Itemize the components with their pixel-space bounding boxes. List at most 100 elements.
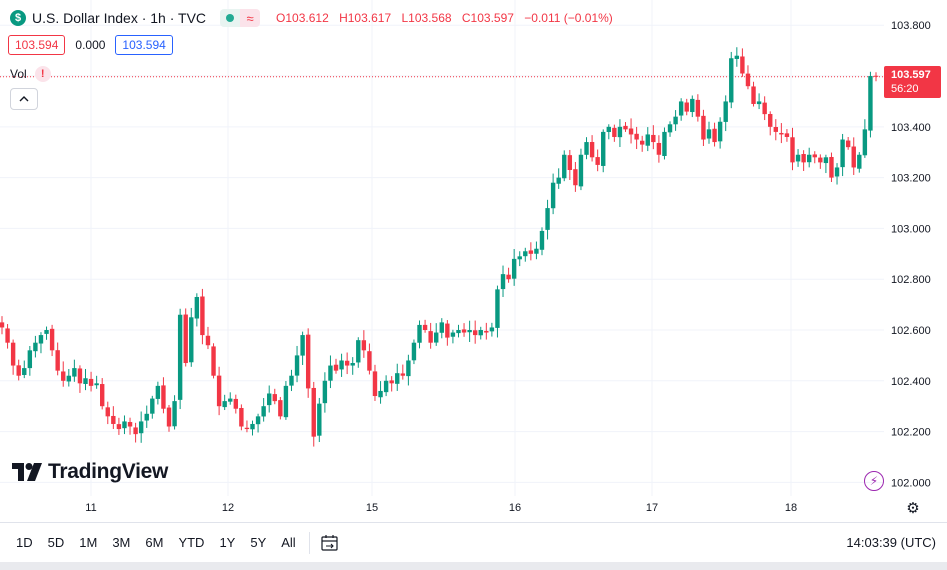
candle <box>706 121 712 144</box>
candle <box>344 352 350 375</box>
bolt-icon[interactable]: ⚡ <box>864 471 884 491</box>
time-tick-label: 18 <box>785 502 797 514</box>
candle <box>189 307 194 367</box>
candle <box>534 241 539 260</box>
candle <box>717 117 723 149</box>
candle <box>818 154 823 169</box>
market-status[interactable]: ≈ <box>220 9 261 27</box>
candle <box>177 308 183 410</box>
range-5d[interactable]: 5D <box>47 535 65 550</box>
time-tick-label: 11 <box>85 502 96 514</box>
candle <box>311 381 316 447</box>
range-3m[interactable]: 3M <box>112 535 131 550</box>
candle <box>16 359 21 381</box>
warning-icon[interactable]: ! <box>34 66 51 82</box>
spread-value: 0.000 <box>75 38 106 52</box>
candle <box>562 150 567 182</box>
bar-countdown: 56:20 <box>891 83 919 95</box>
time-tick-label: 12 <box>222 502 234 514</box>
candle <box>723 95 728 132</box>
price-tick-label: 102.200 <box>891 427 931 439</box>
tradingview-logo-icon <box>12 463 42 481</box>
candle <box>239 404 244 431</box>
candle <box>617 119 623 148</box>
chevron-up-icon <box>19 96 29 102</box>
market-open-icon <box>220 9 241 27</box>
candle <box>784 129 790 142</box>
candle <box>317 397 322 443</box>
candle <box>255 413 261 433</box>
candle <box>829 152 834 182</box>
price-axis[interactable]: 103.800103.600103.400103.200103.000102.8… <box>891 20 931 489</box>
last-price-label: 103.597 56:20 <box>884 66 941 98</box>
time-tick-label: 16 <box>509 502 521 514</box>
candle <box>339 353 344 377</box>
candle <box>651 125 656 150</box>
candle <box>489 322 495 337</box>
candle <box>439 318 444 339</box>
candle <box>33 335 38 358</box>
candle <box>406 354 411 386</box>
candle <box>333 358 339 374</box>
tradingview-logo[interactable]: TradingView <box>12 460 168 484</box>
price-tick-label: 102.800 <box>891 274 931 286</box>
price-tick-label: 103.000 <box>891 223 931 235</box>
price-tick-label: 103.800 <box>891 20 931 32</box>
candle <box>450 329 456 344</box>
volume-legend[interactable]: Vol ! <box>10 66 51 82</box>
buy-price-button[interactable]: 103.594 <box>115 35 173 55</box>
candle <box>578 148 584 191</box>
candle <box>656 135 662 163</box>
candle <box>228 392 233 405</box>
candle <box>150 395 155 419</box>
range-5y[interactable]: 5Y <box>250 535 267 550</box>
candle <box>684 98 689 116</box>
candle <box>305 328 311 398</box>
candle <box>673 110 678 131</box>
range-1m[interactable]: 1M <box>79 535 98 550</box>
price-tick-label: 103.400 <box>891 122 931 134</box>
utc-clock[interactable]: 14:03:39 (UTC) <box>846 535 936 550</box>
candle <box>857 152 862 173</box>
range-all[interactable]: All <box>281 535 296 550</box>
candle <box>83 368 88 391</box>
bottom-toolbar: 1D 5D 1M 3M 6M YTD 1Y 5Y All 14:03:39 (U… <box>0 522 947 562</box>
ohlc-legend: O103.612 H103.617 L103.568 C103.597 −0.0… <box>276 11 613 25</box>
candle <box>72 359 77 382</box>
collapse-legend-button[interactable] <box>10 88 38 110</box>
range-1y[interactable]: 1Y <box>219 535 236 550</box>
candle <box>205 326 211 350</box>
candle <box>300 331 305 365</box>
candle <box>422 319 428 333</box>
candle <box>645 127 650 152</box>
sell-price-button[interactable]: 103.594 <box>8 35 66 55</box>
candle <box>216 366 222 416</box>
symbol-icon[interactable]: $ <box>10 10 26 26</box>
candle <box>289 369 294 392</box>
candle <box>729 51 734 109</box>
candle <box>183 308 188 367</box>
candle <box>506 267 511 283</box>
calendar-goto-icon[interactable] <box>320 534 340 552</box>
candle <box>712 122 717 147</box>
candle <box>845 136 851 150</box>
candle <box>550 173 556 215</box>
candle <box>662 127 667 160</box>
bottom-strip <box>0 562 947 570</box>
time-axis[interactable]: 11 12 15 16 17 18 <box>85 502 797 514</box>
quote-row: 103.594 0.000 103.594 <box>8 35 173 55</box>
candle <box>801 150 806 171</box>
range-ytd[interactable]: YTD <box>178 535 205 550</box>
close-value: C103.597 <box>461 11 514 25</box>
date-ranges: 1D 5D 1M 3M 6M YTD 1Y 5Y All <box>8 535 303 550</box>
candle <box>378 381 383 404</box>
candle <box>428 322 433 349</box>
candle <box>678 98 684 121</box>
candle <box>434 323 439 346</box>
candle <box>294 345 300 383</box>
gear-icon[interactable]: ⚙ <box>906 500 920 517</box>
price-chart[interactable]: 103.800103.600103.400103.200103.000102.8… <box>0 0 947 522</box>
range-1d[interactable]: 1D <box>16 535 33 550</box>
range-6m[interactable]: 6M <box>145 535 164 550</box>
symbol-title[interactable]: U.S. Dollar Index · 1h · TVC <box>32 10 207 26</box>
